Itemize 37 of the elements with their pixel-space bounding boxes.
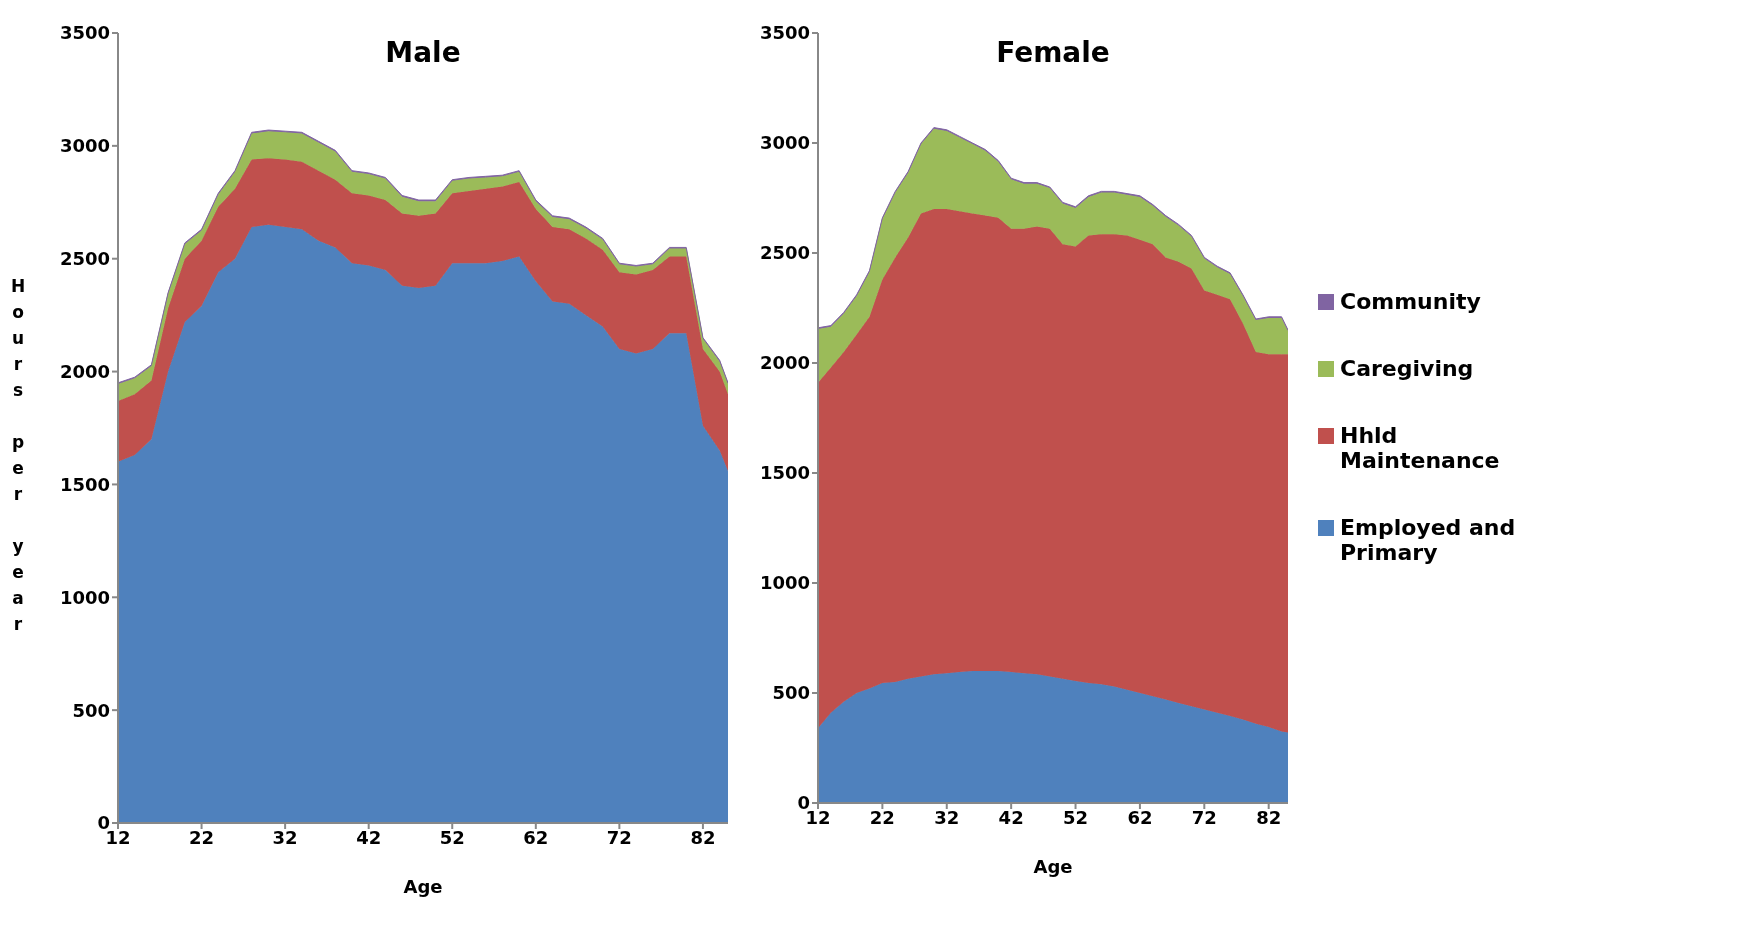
x-tick-label: 42 [356,826,382,848]
y-tick-label: 1500 [59,473,110,495]
chart-title: Female [995,36,1111,69]
x-tick-label: 52 [1063,806,1089,828]
y-axis-title: Hours per year [8,276,29,640]
y-tick-label: 500 [72,699,110,721]
y-tick-label: 1500 [759,462,810,484]
x-tick-label: 42 [998,806,1024,828]
y-tick-label: 1000 [759,572,810,594]
y-tick-label: 1000 [59,586,110,608]
y-tick-label: 2500 [59,248,110,270]
x-tick-label: 62 [1127,806,1153,828]
x-tick-label: 22 [189,826,215,848]
x-tick-label: 72 [1191,806,1217,828]
x-tick-label: 22 [869,806,895,828]
x-tick-label: 32 [934,806,960,828]
legend-label: Employed and Primary [1340,515,1517,565]
y-tick-label: 2000 [59,360,110,382]
x-axis-title: Age [403,876,443,897]
legend-label: Hhld Maintenance [1340,423,1501,473]
y-tick-label: 3500 [59,22,110,44]
x-tick-label: 62 [523,826,549,848]
x-axis-title: Age [1033,856,1073,877]
y-tick-label: 3000 [59,135,110,157]
legend-label: Community [1340,289,1482,314]
y-tick-label: 2000 [759,352,810,374]
y-tick-label: 2500 [759,242,810,264]
x-tick-label: 82 [690,826,716,848]
y-tick-label: 500 [772,682,810,704]
y-tick-label: 3500 [759,22,810,44]
x-tick-label: 32 [272,826,298,848]
chart-title: Male [384,36,462,69]
x-tick-label: 52 [439,826,465,848]
y-tick-label: 3000 [759,132,810,154]
x-tick-label: 82 [1256,806,1282,828]
x-tick-label: 72 [606,826,632,848]
legend-label: Caregiving [1340,356,1475,381]
